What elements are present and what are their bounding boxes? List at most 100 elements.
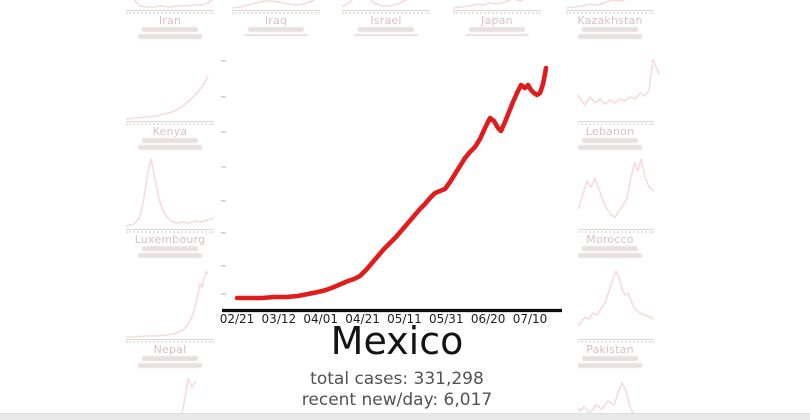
mini-country-label: Iraq	[264, 14, 288, 27]
mini-chart-morocco: Morocco	[565, 154, 655, 258]
mini-sparkline	[565, 58, 660, 107]
mini-stats-smudge-1	[142, 356, 198, 361]
x-tick-label: 03/12	[261, 312, 297, 326]
stats-block: total cases: 331,298 recent new/day: 6,0…	[216, 369, 578, 410]
mini-sparkline	[125, 75, 209, 120]
mini-baseline	[566, 121, 654, 122]
mini-sparkline-path	[565, 58, 660, 107]
mini-baseline-ticks	[126, 231, 214, 233]
mini-stats-smudge-2	[578, 145, 642, 150]
chart-caption: Mexico total cases: 331,298 recent new/d…	[216, 319, 578, 410]
mini-baseline-ticks	[126, 123, 214, 125]
mini-stats-smudge-1	[582, 27, 638, 32]
y-tick-mark	[221, 166, 226, 168]
mini-stats-smudge-1	[142, 27, 198, 32]
mini-sparkline	[179, 376, 197, 420]
mini-country-label: Pakistan	[586, 343, 634, 356]
mini-stats-smudge-2	[138, 34, 202, 39]
mini-stats-smudge-1	[582, 356, 638, 361]
mexico-cases-line	[234, 65, 549, 301]
mini-chart-israel: Israel	[341, 0, 430, 39]
mini-sparkline-path	[231, 0, 316, 9]
mini-sparkline-path	[125, 75, 209, 120]
y-axis-tick-marks	[221, 60, 226, 295]
y-tick-mark	[221, 96, 226, 98]
mini-chart-nepal: Nepal	[126, 264, 214, 368]
mini-sparkline-path	[125, 158, 215, 227]
mini-baseline-ticks	[453, 12, 541, 14]
mini-baseline-ticks	[126, 12, 214, 14]
mini-chart	[126, 374, 214, 420]
mini-sparkline	[452, 0, 525, 9]
mini-baseline	[126, 10, 214, 11]
mini-baseline-ticks	[232, 12, 320, 14]
x-tick-label: 04/01	[303, 312, 338, 326]
mini-baseline	[232, 10, 320, 11]
recent-new-per-day-text: recent new/day: 6,017	[301, 389, 493, 410]
mini-chart-kazakhstan: Kazakhstan	[565, 0, 654, 39]
total-cases-text: total cases: 331,298	[310, 368, 484, 389]
mini-stats-smudge-2	[578, 253, 642, 258]
mini-stats-smudge-1	[358, 27, 414, 32]
mini-stats-smudge-2	[578, 34, 642, 39]
x-tick-label: 05/31	[428, 312, 464, 326]
x-tick-label: 05/11	[387, 312, 422, 326]
mini-stats-smudge-1	[582, 246, 638, 251]
y-tick-mark	[221, 131, 226, 133]
mini-sparkline	[565, 158, 655, 226]
mini-sparkline	[565, 0, 626, 9]
mini-chart-kenya: Kenya	[125, 46, 214, 150]
mini-sparkline	[341, 0, 408, 8]
mini-stats-smudge-2	[138, 363, 202, 368]
y-tick-mark	[221, 232, 226, 234]
mini-stats-smudge-2	[138, 253, 202, 258]
mini-chart-lebanon: Lebanon	[565, 46, 660, 150]
mini-baseline	[342, 10, 430, 11]
mini-chart-iran: Iran	[126, 0, 214, 39]
mini-sparkline	[126, 270, 209, 338]
mini-baseline-ticks	[566, 341, 654, 343]
y-tick-mark	[221, 200, 226, 202]
mini-sparkline	[231, 0, 316, 9]
mini-baseline-ticks	[342, 12, 430, 14]
mini-baseline-ticks	[566, 231, 654, 233]
mini-country-label: Israel	[370, 14, 402, 27]
mini-sparkline	[565, 269, 655, 337]
mini-stats-smudge-1	[142, 246, 198, 251]
mini-chart-luxembourg: Luxembourg	[125, 154, 215, 258]
mini-sparkline-path	[452, 0, 525, 9]
mini-sparkline-path	[126, 270, 209, 338]
mini-country-label: Luxembourg	[134, 233, 206, 246]
x-tick-label: 07/10	[512, 312, 548, 326]
mini-sparkline-path	[134, 0, 213, 8]
mini-sparkline-path	[565, 0, 626, 9]
mini-country-label: Iran	[158, 14, 182, 27]
mini-chart-japan: Japan	[452, 0, 541, 39]
x-tick-label: 06/20	[470, 312, 506, 326]
mini-sparkline	[125, 158, 215, 227]
mini-baseline-ticks	[126, 341, 214, 343]
mini-stats-smudge-1	[142, 138, 198, 143]
mini-baseline	[566, 229, 654, 230]
mini-sparkline-path	[179, 376, 197, 420]
mini-baseline	[566, 10, 654, 11]
x-tick-label: 02/21	[219, 312, 255, 326]
mexico-line-chart	[221, 60, 562, 313]
mini-stats-smudge-1	[582, 138, 638, 143]
mini-sparkline-path	[565, 158, 655, 226]
mini-stats-smudge-1	[469, 27, 525, 32]
mini-baseline	[126, 339, 214, 340]
country-title: Mexico	[330, 319, 464, 363]
mini-chart-iraq: Iraq	[231, 0, 320, 39]
mini-stats-smudge-1	[248, 27, 304, 32]
mini-country-label: Nepal	[153, 343, 187, 356]
x-tick-label: 04/21	[345, 312, 380, 326]
mini-country-label: Kenya	[152, 125, 188, 138]
bottom-letterbox-bar	[0, 413, 810, 420]
mini-baseline	[126, 229, 214, 230]
mini-stats-smudge-2	[138, 145, 202, 150]
mini-sparkline	[134, 0, 213, 8]
mini-baseline	[453, 10, 541, 11]
mini-baseline	[126, 121, 214, 122]
